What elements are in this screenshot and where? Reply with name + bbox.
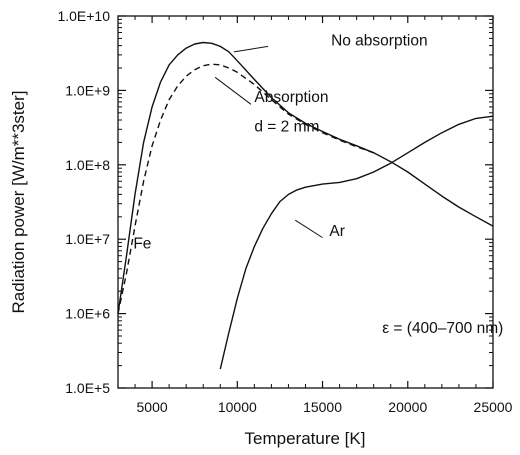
x-tick-label: 15000 [303, 399, 342, 415]
series-group [117, 41, 494, 370]
annotation-label: Ar [329, 223, 345, 240]
annotation-label: Fe [133, 235, 151, 252]
leader-line [233, 45, 269, 53]
y-tick-label: 1.0E+6 [65, 306, 110, 322]
annotations: No absorption Absorption d = 2 mm Fe Ar ε = (… [133, 33, 503, 337]
leader-line [295, 219, 323, 239]
annotation-label: No absorption [331, 33, 428, 50]
x-tick-label: 20000 [388, 399, 427, 415]
y-tick-label: 1.0E+9 [65, 82, 110, 98]
series-line-2 [117, 63, 374, 314]
series-line-1 [117, 41, 494, 314]
x-tick-label: 5000 [137, 399, 168, 415]
y-tick-label: 1.0E+8 [65, 157, 110, 173]
axis-tick-labels: 5000 10000 15000 20000 25000 1.0E+5 1.0E+6 1.0E… [57, 8, 512, 415]
y-tick-label: 1.0E+5 [65, 380, 110, 396]
y-axis-title: Radiation power [W/m**3ster] [9, 91, 28, 314]
leader-line [214, 76, 252, 105]
annotation-label: d = 2 mm [254, 119, 319, 136]
y-tick-label: 1.0E+10 [57, 8, 110, 24]
annotation-leaders [214, 45, 323, 239]
x-tick-label: 25000 [474, 399, 513, 415]
series-line-3 [219, 115, 494, 370]
annotation-label: ε = (400–700 nm) [382, 320, 503, 337]
axis-ticks [118, 15, 494, 389]
annotation-label: Absorption [254, 89, 328, 106]
y-tick-label: 1.0E+7 [65, 231, 110, 247]
x-axis-title: Temperature [K] [245, 429, 366, 448]
x-tick-label: 10000 [218, 399, 257, 415]
